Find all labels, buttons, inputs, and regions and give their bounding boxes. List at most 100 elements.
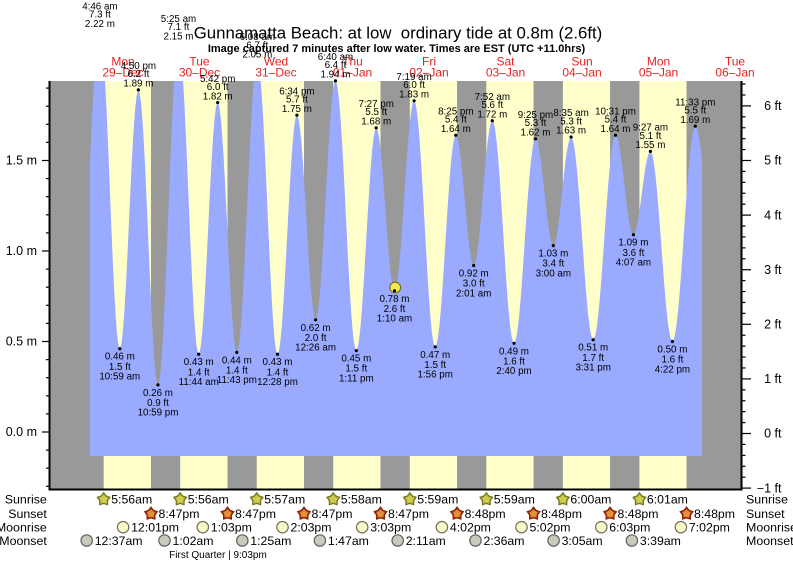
svg-text:2:11am: 2:11am (406, 534, 446, 548)
svg-text:3 ft: 3 ft (764, 263, 782, 277)
svg-text:9:25 pm: 9:25 pm (518, 110, 553, 121)
svg-text:2.15 m: 2.15 m (164, 32, 194, 43)
svg-text:2 ft: 2 ft (764, 318, 782, 332)
svg-text:1.4 ft: 1.4 ft (226, 366, 248, 377)
svg-text:06–Jan: 06–Jan (715, 66, 754, 80)
svg-text:6.0 ft: 6.0 ft (403, 80, 425, 91)
svg-text:1.4 ft: 1.4 ft (188, 367, 210, 378)
svg-text:4 ft: 4 ft (764, 208, 782, 222)
svg-text:1:56 pm: 1:56 pm (417, 370, 452, 381)
svg-text:1.63 m: 1.63 m (556, 126, 586, 137)
svg-text:1.82 m: 1.82 m (203, 91, 233, 102)
svg-text:0.43 m: 0.43 m (184, 357, 214, 368)
svg-text:1.55 m: 1.55 m (635, 140, 665, 151)
svg-text:Moonrise: Moonrise (746, 521, 793, 535)
svg-text:Thu: Thu (342, 55, 363, 69)
svg-text:1:10 am: 1:10 am (377, 314, 412, 325)
svg-text:Moonset: Moonset (746, 534, 793, 548)
svg-text:04–Jan: 04–Jan (562, 66, 601, 80)
svg-text:8:47pm: 8:47pm (388, 507, 429, 521)
svg-text:1.64 m: 1.64 m (601, 124, 631, 135)
svg-text:0.45 m: 0.45 m (341, 354, 371, 365)
svg-text:0.9 ft: 0.9 ft (147, 398, 169, 409)
svg-text:5:25 am: 5:25 am (161, 14, 196, 25)
svg-text:1.89 m: 1.89 m (123, 79, 153, 90)
svg-text:−1 ft: −1 ft (757, 481, 782, 495)
svg-text:3.6 ft: 3.6 ft (623, 248, 645, 259)
svg-text:2:01 am: 2:01 am (456, 288, 491, 299)
svg-text:Sunset: Sunset (8, 507, 47, 521)
svg-text:Tue: Tue (725, 55, 746, 69)
svg-text:1.75 m: 1.75 m (282, 104, 312, 115)
svg-text:1:11 pm: 1:11 pm (339, 373, 374, 384)
svg-text:5.5 ft: 5.5 ft (684, 105, 706, 116)
svg-text:10:59 pm: 10:59 pm (138, 408, 179, 419)
svg-text:2:40 pm: 2:40 pm (496, 366, 531, 377)
svg-text:8:48pm: 8:48pm (694, 507, 735, 521)
svg-text:1.6 ft: 1.6 ft (662, 355, 684, 366)
svg-text:0.43 m: 0.43 m (263, 357, 293, 368)
svg-text:5.1 ft: 5.1 ft (640, 131, 662, 142)
svg-text:4:07 am: 4:07 am (616, 258, 651, 269)
svg-text:5.3 ft: 5.3 ft (560, 116, 582, 127)
svg-text:2.22 m: 2.22 m (85, 19, 115, 30)
svg-text:1.6 ft: 1.6 ft (503, 356, 525, 367)
svg-text:5.4 ft: 5.4 ft (605, 115, 627, 126)
svg-text:0.5 m: 0.5 m (6, 335, 37, 349)
svg-text:5 ft: 5 ft (764, 154, 782, 168)
svg-text:01–Jan: 01–Jan (333, 66, 372, 80)
svg-text:8:47pm: 8:47pm (159, 507, 200, 521)
svg-text:4:50 pm: 4:50 pm (121, 61, 156, 72)
svg-text:8:25 pm: 8:25 pm (438, 106, 473, 117)
svg-text:7:19 am: 7:19 am (396, 72, 431, 83)
svg-text:Gunnamatta Beach: at low ordi: Gunnamatta Beach: at low ordinary tide a… (194, 24, 603, 43)
svg-text:0.26 m: 0.26 m (143, 388, 173, 399)
svg-text:2.6 ft: 2.6 ft (384, 304, 406, 315)
svg-text:0.49 m: 0.49 m (499, 346, 529, 357)
svg-text:0.46 m: 0.46 m (105, 352, 135, 363)
svg-text:0.47 m: 0.47 m (420, 350, 450, 361)
svg-text:3:00 am: 3:00 am (536, 268, 571, 279)
svg-text:0.51 m: 0.51 m (578, 343, 608, 354)
svg-text:2:36am: 2:36am (484, 534, 525, 548)
svg-text:1.62 m: 1.62 m (521, 128, 551, 139)
svg-text:5:58am: 5:58am (341, 493, 382, 507)
svg-text:4:22 pm: 4:22 pm (655, 364, 690, 375)
svg-text:7:52 am: 7:52 am (475, 92, 510, 103)
svg-text:29–Dec: 29–Dec (102, 66, 143, 80)
svg-text:5.3 ft: 5.3 ft (525, 118, 547, 129)
svg-text:1 ft: 1 ft (764, 372, 782, 386)
svg-text:1:25am: 1:25am (250, 534, 291, 548)
svg-text:4:02pm: 4:02pm (450, 521, 491, 535)
svg-text:1.68 m: 1.68 m (361, 117, 391, 128)
svg-text:7.1 ft: 7.1 ft (168, 22, 190, 33)
svg-text:0 ft: 0 ft (764, 427, 782, 441)
svg-text:5:56am: 5:56am (188, 493, 229, 507)
svg-text:12:01pm: 12:01pm (131, 521, 179, 535)
svg-text:11:43 pm: 11:43 pm (217, 375, 257, 386)
svg-text:12:28 pm: 12:28 pm (257, 377, 298, 388)
svg-text:3:05am: 3:05am (562, 534, 603, 548)
svg-text:8:48pm: 8:48pm (541, 507, 582, 521)
svg-text:Sunrise: Sunrise (5, 493, 47, 507)
svg-text:1.5 m: 1.5 m (6, 154, 37, 168)
svg-text:Moonrise: Moonrise (0, 521, 47, 535)
svg-text:1.0 m: 1.0 m (6, 244, 37, 258)
svg-text:3:31 pm: 3:31 pm (575, 363, 610, 374)
svg-text:6:40 am: 6:40 am (318, 52, 353, 63)
svg-text:7:02pm: 7:02pm (689, 521, 730, 535)
svg-text:Sat: Sat (496, 55, 515, 69)
svg-text:3:03pm: 3:03pm (370, 521, 411, 535)
svg-text:12:37am: 12:37am (95, 534, 143, 548)
svg-text:4:46 am: 4:46 am (82, 1, 117, 12)
svg-text:Sunrise: Sunrise (746, 493, 788, 507)
svg-text:6 ft: 6 ft (764, 99, 782, 113)
svg-text:1.4 ft: 1.4 ft (267, 367, 289, 378)
svg-text:Sun: Sun (571, 55, 592, 69)
svg-text:8:48pm: 8:48pm (465, 507, 506, 521)
svg-text:Mon: Mon (111, 55, 134, 69)
svg-text:Moonset: Moonset (0, 534, 47, 548)
svg-text:6:01am: 6:01am (647, 493, 688, 507)
svg-text:6:03pm: 6:03pm (609, 521, 650, 535)
svg-text:Tue: Tue (189, 55, 210, 69)
